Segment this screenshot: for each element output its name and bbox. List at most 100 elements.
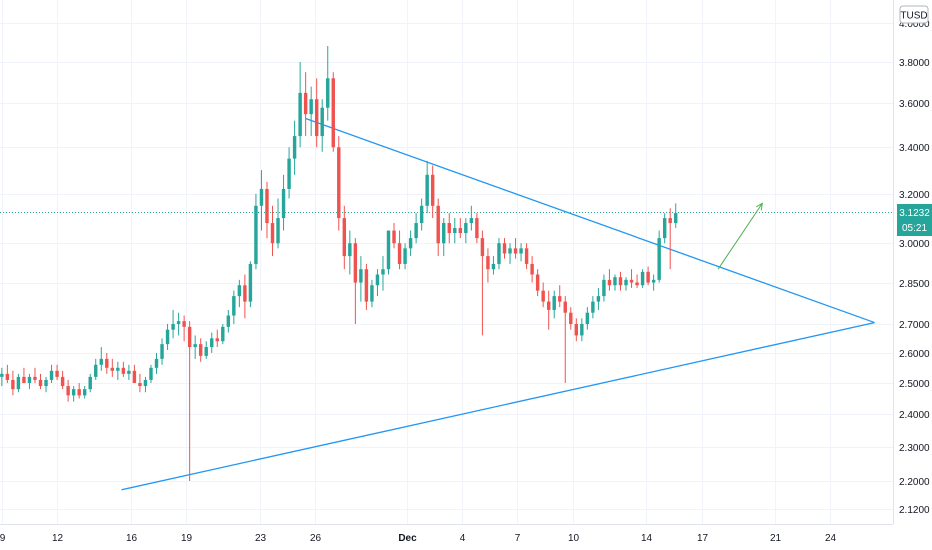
candle-body [11,379,15,390]
candle [265,181,269,239]
candle-body [524,248,529,264]
candle [386,230,391,275]
candle-body [458,228,463,234]
candle-body [574,323,579,336]
candle [303,72,308,137]
candle [243,274,247,319]
candle-body [624,279,628,286]
candle [602,274,606,302]
time-tick-label: 26 [310,533,322,544]
candle [292,120,297,175]
candle [530,256,534,283]
candle-body [519,248,523,254]
candle [49,364,54,383]
candle [60,370,65,390]
candle-body [364,269,369,302]
candle-body [635,282,639,286]
candle-body [182,321,186,327]
candle [359,256,363,302]
candle-body [276,218,280,244]
candle-body [464,223,468,234]
candle [138,373,142,393]
candle-body [16,376,21,390]
candle-body [38,379,43,387]
price-tick-label: 4.0000 [899,19,930,30]
candle [618,271,623,291]
candle [442,218,446,257]
candle [149,364,153,383]
upper-trendline[interactable] [305,117,875,324]
candle-body [580,323,584,336]
time-tick-label: 14 [641,533,653,544]
time-tick-label: 7 [515,533,521,544]
candle-body [326,78,330,108]
lower-trendline[interactable] [121,321,875,491]
time-tick-label: 19 [181,533,193,544]
candle-body [165,329,170,345]
candle [552,290,556,319]
candle-body [359,269,363,283]
price-tick-label: 2.2000 [899,477,930,488]
candle [337,136,341,231]
candle-body [668,218,672,224]
candle [132,364,137,383]
candle-body [569,312,573,324]
candle [524,243,529,270]
candle [121,361,126,377]
candle [254,193,258,270]
candle [397,230,402,270]
time-tick-label: 4 [460,533,466,544]
candle-body [143,379,148,387]
candle [276,198,280,249]
candle [375,269,380,297]
candle [160,338,164,365]
candle [110,358,115,377]
candle-body [298,92,302,137]
candle [497,238,501,270]
candle [546,290,551,330]
currency-badge[interactable]: TUSD [899,5,929,24]
candle-body [138,382,142,387]
candle-body [646,271,650,283]
candle [607,269,612,291]
candle-body [425,174,429,206]
projection-arrow-line[interactable] [717,203,763,270]
projection-arrow-head [755,202,763,211]
candle-body [535,274,540,291]
axes [0,0,894,525]
candle-body [5,373,10,380]
candle-body [210,338,214,348]
candle [281,174,286,231]
time-tick-label: 16 [126,533,138,544]
candle [596,287,601,310]
currency-badge-label: TUSD [900,11,927,22]
candle [513,238,518,259]
candle-body [27,376,32,383]
candle-body [453,228,457,234]
candle-body [281,188,286,219]
candle [348,230,352,275]
candles [0,46,678,481]
candle-body [408,238,413,249]
candle [353,238,358,324]
candle [99,347,103,371]
candle [635,274,639,288]
candle-body [436,205,440,244]
candle-body [88,376,92,390]
candle-body [651,279,656,283]
candle [541,282,545,308]
price-tick-label: 2.3000 [899,443,930,454]
candle-body [381,269,385,275]
candle-body [497,243,501,264]
candle [314,78,319,148]
candle [453,218,457,244]
candle [248,261,253,308]
candle [425,160,429,214]
candle [154,352,159,374]
candle [44,376,48,393]
candle-body [82,389,87,396]
candle-body [303,92,308,115]
candle-body [287,158,291,189]
candle-body [353,243,358,283]
price-tick-label: 3.0000 [899,239,930,250]
